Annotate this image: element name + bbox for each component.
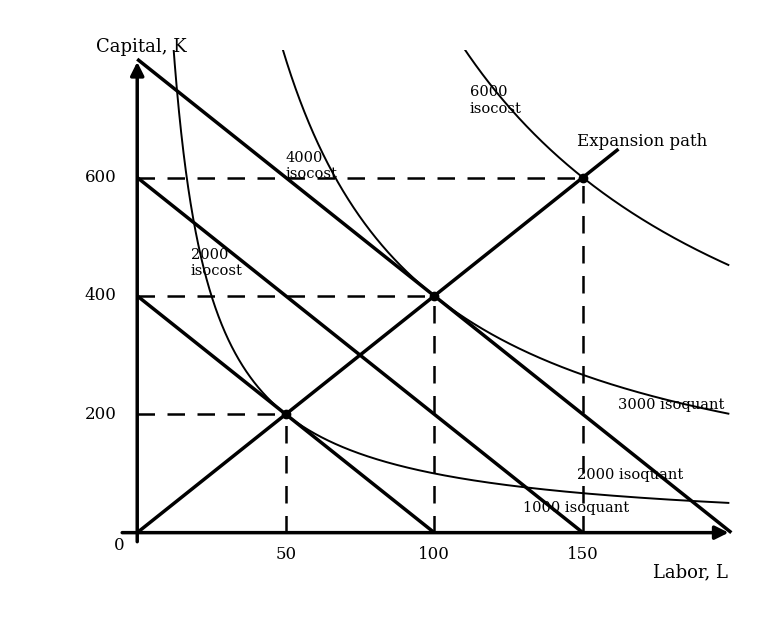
Text: Capital, K: Capital, K <box>96 38 187 56</box>
Text: 600: 600 <box>84 169 117 186</box>
Text: 2000
isocost: 2000 isocost <box>190 248 243 278</box>
Text: 6000
isocost: 6000 isocost <box>470 85 521 116</box>
Text: 400: 400 <box>84 288 117 305</box>
Text: Expansion path: Expansion path <box>577 134 707 151</box>
Text: 4000
isocost: 4000 isocost <box>286 151 338 181</box>
Text: Labor, L: Labor, L <box>654 563 728 582</box>
Text: 0: 0 <box>114 537 124 554</box>
Text: 3000 isoquant: 3000 isoquant <box>618 398 725 413</box>
Text: 50: 50 <box>275 546 296 563</box>
Text: 2000 isoquant: 2000 isoquant <box>577 468 683 482</box>
Text: 150: 150 <box>567 546 599 563</box>
Text: 200: 200 <box>84 406 117 423</box>
Text: 100: 100 <box>419 546 450 563</box>
Text: 1000 isoquant: 1000 isoquant <box>524 501 630 515</box>
